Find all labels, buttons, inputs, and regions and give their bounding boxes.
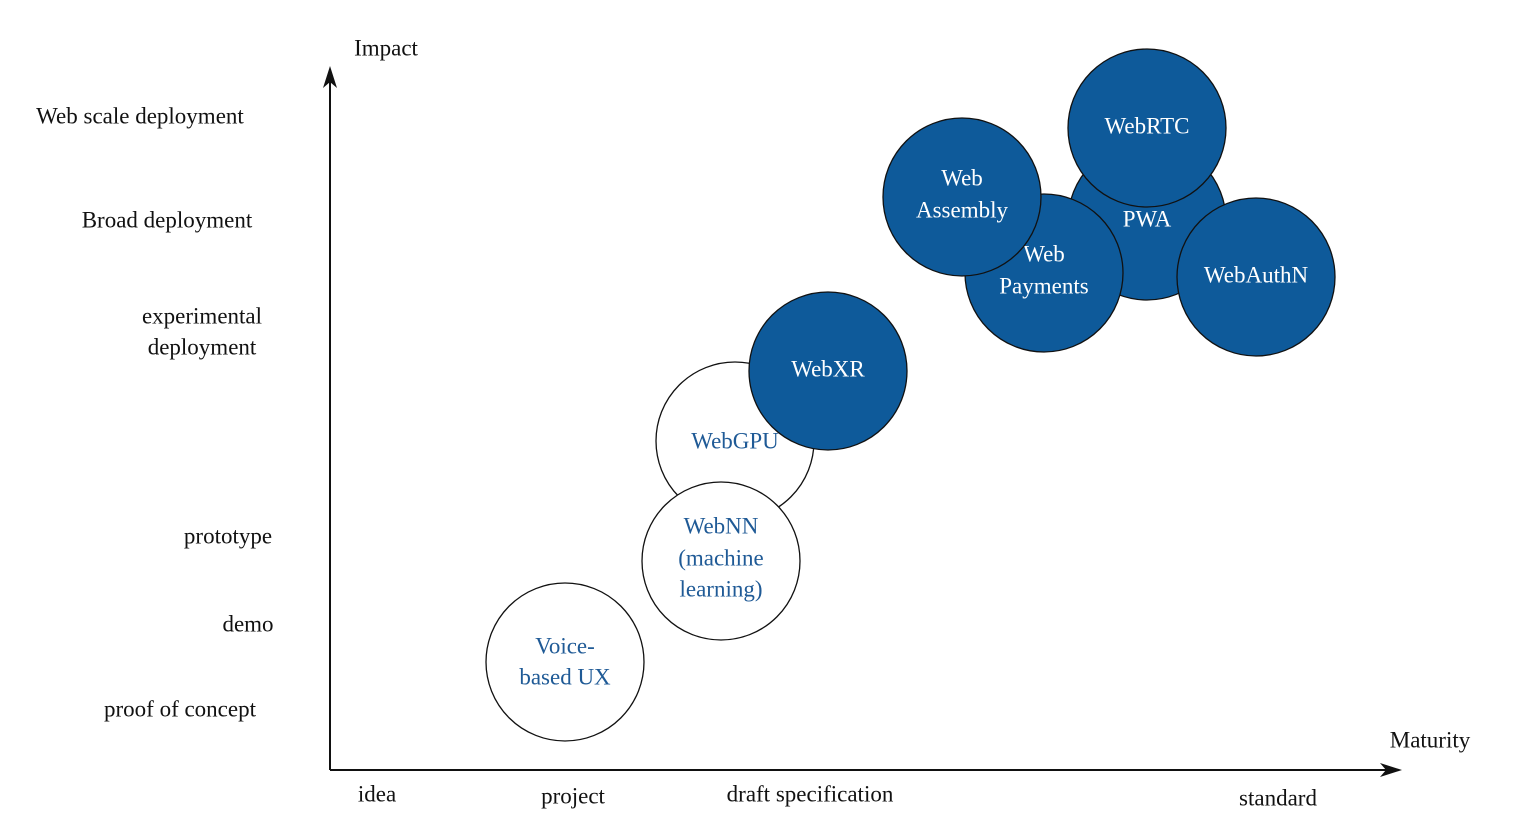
- node-label: WebAuthN: [1204, 262, 1309, 287]
- node-label: Web: [941, 165, 983, 190]
- x-level: standard: [1239, 785, 1317, 810]
- node-label: (machine: [678, 545, 764, 570]
- y-level: proof of concept: [104, 696, 257, 721]
- y-arrow: [323, 66, 337, 88]
- x-axis-label: Maturity: [1390, 727, 1471, 752]
- y-level: deployment: [148, 334, 257, 359]
- node: WebNN (machine learning): [641, 481, 801, 641]
- x-level: idea: [358, 781, 396, 806]
- y-level: Web scale deployment: [36, 103, 244, 128]
- node-label: Voice-: [535, 633, 595, 658]
- y-level: prototype: [184, 523, 272, 548]
- node-label: WebXR: [791, 356, 865, 381]
- x-arrow: [1380, 763, 1402, 777]
- node-circle: [641, 481, 801, 641]
- node: WebAuthN: [1176, 197, 1336, 357]
- node-circle: [882, 117, 1042, 277]
- y-level: demo: [222, 611, 273, 636]
- node-circle: [1067, 48, 1227, 208]
- node-label: based UX: [519, 664, 611, 689]
- node-circle: [1176, 197, 1336, 357]
- node: WebRTC: [1067, 48, 1227, 208]
- node-label: WebGPU: [691, 428, 779, 453]
- node: Web Assembly: [882, 117, 1042, 277]
- node-label: WebRTC: [1105, 113, 1190, 138]
- x-level: project: [541, 783, 605, 808]
- node-label: PWA: [1123, 206, 1172, 231]
- node-label: Payments: [999, 273, 1088, 298]
- y-level: Broad deployment: [82, 207, 253, 232]
- node-circle: [748, 291, 908, 451]
- node-label: learning): [679, 576, 762, 601]
- y-axis-label: Impact: [354, 35, 418, 60]
- node: Voice- based UX: [485, 582, 645, 742]
- node-label: Assembly: [916, 197, 1009, 222]
- y-level: experimental: [142, 303, 262, 328]
- x-level: draft specification: [727, 781, 894, 806]
- node-label: Web: [1023, 241, 1065, 266]
- node: WebXR: [748, 291, 908, 451]
- node-label: WebNN: [684, 513, 759, 538]
- node-circle: [485, 582, 645, 742]
